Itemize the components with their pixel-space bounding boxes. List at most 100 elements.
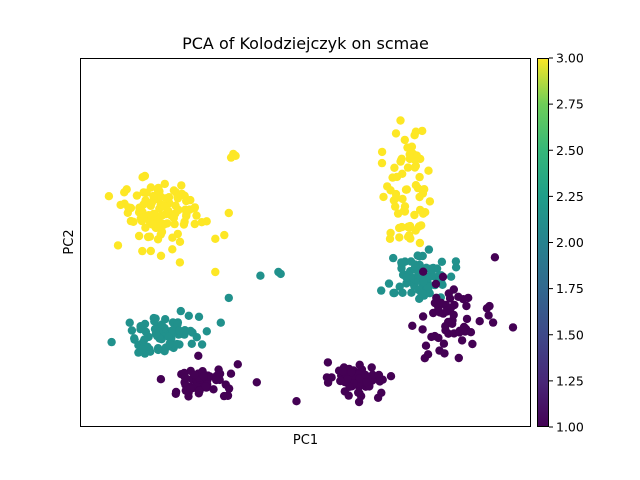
data-point: [147, 198, 157, 207]
data-point: [139, 188, 148, 197]
data-point: [451, 263, 461, 272]
data-point: [466, 328, 476, 337]
data-point: [421, 341, 431, 350]
data-point: [199, 372, 208, 381]
data-point: [186, 195, 195, 205]
data-point: [138, 173, 147, 182]
data-point: [190, 204, 199, 213]
data-point: [182, 211, 191, 221]
y-axis-label: PC2: [62, 229, 77, 254]
data-point: [148, 220, 157, 229]
data-point: [397, 258, 406, 267]
data-point: [444, 289, 453, 298]
data-point: [174, 205, 183, 215]
data-point: [175, 258, 185, 267]
data-point: [484, 311, 493, 320]
data-point: [362, 377, 371, 387]
data-point: [384, 279, 394, 288]
data-point: [475, 317, 484, 326]
data-point: [403, 143, 412, 152]
data-point: [411, 127, 421, 136]
data-point: [149, 209, 158, 218]
data-point: [153, 185, 163, 195]
data-point: [390, 163, 399, 172]
colorbar-tick-label: 1.25: [556, 373, 584, 388]
data-point: [377, 158, 387, 168]
data-point: [344, 391, 353, 400]
data-point: [216, 318, 225, 327]
data-point: [391, 189, 401, 199]
data-point: [354, 388, 363, 397]
data-point: [194, 312, 204, 321]
data-point: [145, 232, 155, 241]
colorbar-tick-label: 2.00: [556, 235, 584, 250]
data-point: [323, 358, 333, 367]
data-point: [375, 377, 384, 386]
data-point: [389, 288, 398, 298]
data-point: [448, 319, 457, 328]
data-point: [175, 326, 184, 335]
data-point: [186, 384, 195, 393]
colorbar: 1.00 1.25 1.50 1.75 2.00 2.25 2.50 2.75 3.00: [537, 51, 584, 435]
data-point: [156, 375, 166, 384]
data-point: [154, 345, 163, 355]
data-point: [141, 327, 151, 336]
data-point: [190, 219, 199, 229]
data-point: [186, 326, 195, 336]
data-point: [418, 325, 427, 334]
data-point: [392, 172, 402, 182]
data-point: [415, 238, 425, 248]
data-point: [423, 350, 433, 359]
data-point: [135, 203, 144, 212]
data-point: [150, 317, 159, 326]
data-point: [173, 192, 182, 202]
x-axis-label: PC1: [293, 433, 318, 448]
data-point: [403, 232, 413, 241]
data-point: [160, 347, 169, 356]
data-point: [413, 183, 423, 193]
data-point: [429, 308, 438, 318]
data-point: [156, 222, 166, 231]
data-point: [139, 213, 148, 222]
data-point: [403, 222, 413, 232]
data-point: [212, 375, 221, 385]
data-point: [292, 397, 301, 406]
data-point: [323, 378, 333, 387]
colorbar-tick-label: 2.25: [556, 189, 584, 204]
data-point: [435, 346, 444, 355]
colorbar-tick-label: 1.75: [556, 281, 584, 296]
data-point: [107, 337, 116, 347]
data-point: [168, 233, 177, 242]
data-point: [437, 257, 447, 266]
data-point: [400, 135, 409, 145]
data-point: [402, 279, 411, 288]
data-point: [197, 218, 206, 227]
data-point: [194, 351, 203, 360]
data-point: [214, 365, 223, 374]
data-point: [361, 370, 370, 379]
data-point: [157, 211, 167, 220]
data-point: [389, 253, 398, 263]
data-point: [438, 272, 448, 281]
data-point: [401, 185, 411, 194]
data-point: [132, 191, 142, 200]
data-point: [138, 246, 147, 256]
data-point: [400, 202, 410, 211]
data-point: [176, 306, 185, 316]
data-point: [462, 301, 471, 311]
data-point: [415, 205, 425, 215]
data-point: [141, 196, 150, 205]
data-point: [195, 386, 204, 395]
data-point: [209, 385, 218, 394]
colorbar-frame: [537, 58, 549, 427]
data-point: [336, 376, 345, 386]
data-point: [171, 387, 181, 397]
data-point: [374, 370, 384, 380]
data-point: [201, 382, 211, 391]
data-point: [205, 372, 215, 381]
data-point: [219, 391, 229, 401]
data-point: [224, 293, 233, 303]
data-point: [252, 378, 261, 387]
data-point: [134, 231, 144, 241]
data-point: [187, 339, 196, 348]
